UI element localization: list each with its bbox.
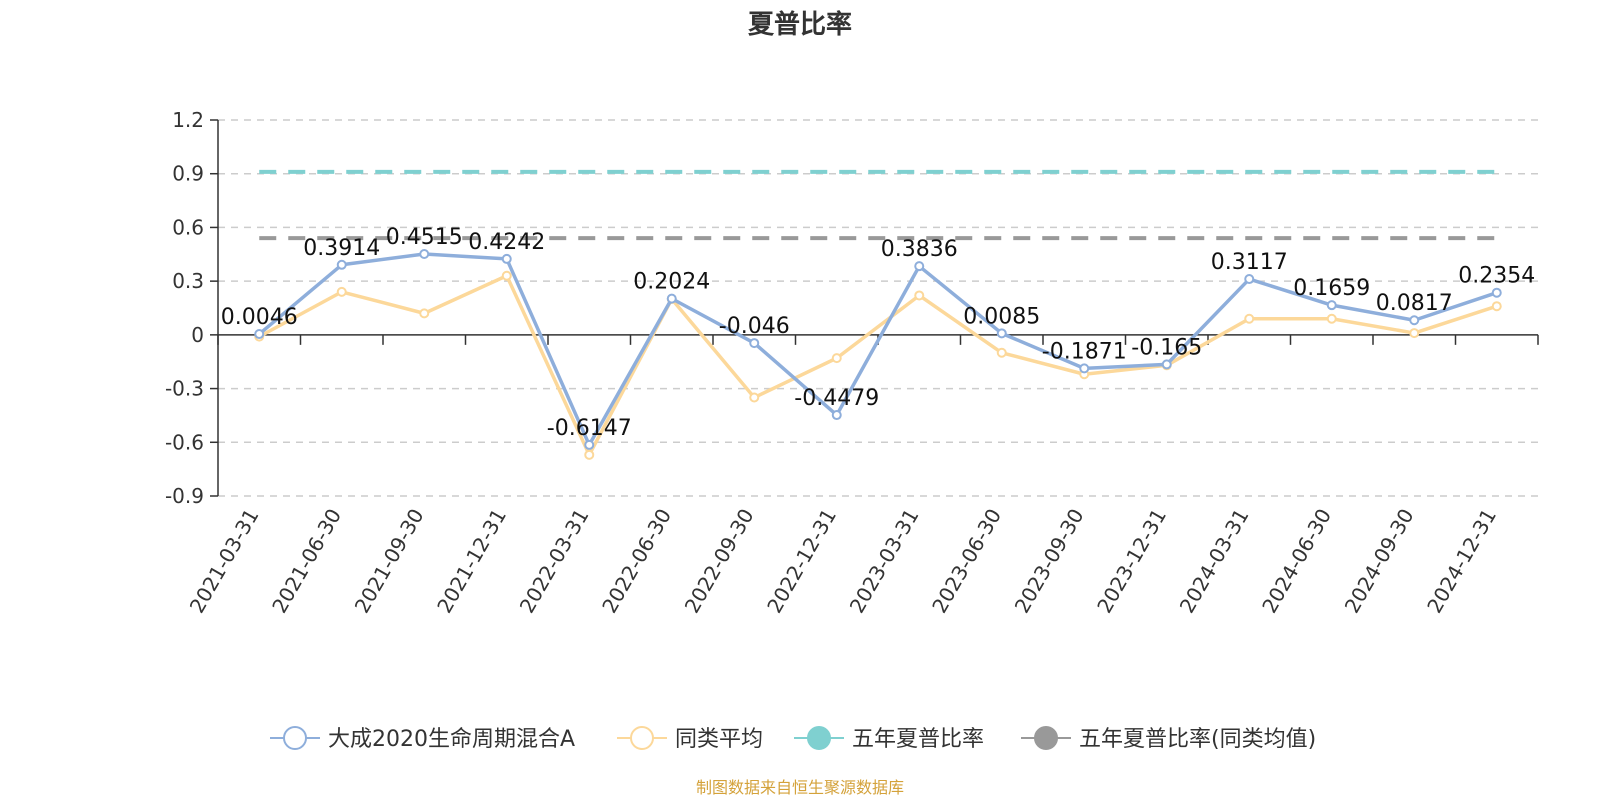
y-tick-label: 0.3	[172, 269, 204, 293]
data-point	[1244, 313, 1255, 324]
data-label: -0.6147	[547, 416, 632, 441]
data-point	[501, 270, 512, 281]
data-labels: 0.0046 0.3914 0.4515 0.4242 -0.6147 0.2024 -0.…	[221, 225, 1535, 441]
y-tick-label: 0.6	[172, 215, 204, 239]
data-label: -0.1871	[1042, 339, 1127, 364]
y-tick-label: -0.6	[165, 430, 204, 454]
legend-label: 大成2020生命周期混合A	[328, 727, 575, 752]
series-lines	[254, 249, 1502, 460]
legend-marker	[630, 726, 654, 750]
data-point	[1409, 328, 1420, 339]
data-point	[831, 410, 842, 421]
x-tick-label: 2023-06-30	[927, 505, 1006, 618]
legend-marker	[1034, 726, 1058, 750]
y-tick-label: 1.2	[172, 108, 204, 132]
data-point	[996, 328, 1007, 339]
data-label: 0.3914	[303, 236, 380, 261]
data-point	[914, 261, 925, 272]
x-tick-label: 2024-03-31	[1175, 505, 1254, 618]
data-label: 0.1659	[1293, 276, 1370, 301]
data-label: 0.4242	[468, 230, 545, 255]
data-point	[749, 392, 760, 403]
x-tick-label: 2021-06-30	[267, 505, 346, 618]
x-tick-label: 2021-12-31	[432, 505, 511, 618]
y-tick-label: 0.9	[172, 162, 204, 186]
x-tick-label: 2022-12-31	[762, 505, 841, 618]
data-label: -0.4479	[794, 386, 879, 411]
legend-marker	[807, 726, 831, 750]
data-point	[501, 253, 512, 264]
x-tick-label: 2024-09-30	[1340, 505, 1419, 618]
data-point	[1491, 287, 1502, 298]
data-point	[666, 293, 677, 304]
data-label: 0.0085	[963, 304, 1040, 329]
data-point	[749, 338, 760, 349]
data-label: 0.2024	[633, 270, 710, 295]
data-label: 0.0817	[1376, 291, 1453, 316]
data-point	[914, 290, 925, 301]
x-tick-label: 2023-12-31	[1092, 505, 1171, 618]
data-point	[1326, 313, 1337, 324]
data-point	[419, 308, 430, 319]
data-point	[996, 347, 1007, 358]
x-tick-label: 2022-09-30	[680, 505, 759, 618]
x-tick-label: 2023-09-30	[1010, 505, 1089, 618]
data-label: -0.165	[1131, 335, 1202, 360]
series-line	[258, 252, 1498, 447]
legend: 大成2020生命周期混合A 同类平均 五年夏普比率 五年夏普比率(同类均值)	[270, 726, 1316, 752]
data-point	[1326, 300, 1337, 311]
chart-title: 夏普比率	[748, 9, 852, 40]
data-point	[336, 286, 347, 297]
data-label: 0.2354	[1458, 264, 1535, 289]
x-tick-label: 2024-12-31	[1422, 505, 1501, 618]
reference-lines	[259, 169, 1497, 241]
data-point	[1244, 274, 1255, 285]
legend-label: 五年夏普比率(同类均值)	[1079, 727, 1316, 752]
data-point	[1079, 363, 1090, 374]
data-point	[419, 249, 430, 260]
legend-label: 五年夏普比率	[852, 727, 984, 752]
data-label: 0.3117	[1211, 250, 1288, 275]
data-label: 0.3836	[881, 237, 958, 262]
data-label: 0.4515	[386, 225, 463, 250]
data-point	[831, 353, 842, 364]
data-point	[584, 449, 595, 460]
x-tick-label: 2024-06-30	[1257, 505, 1336, 618]
data-point	[336, 259, 347, 270]
series-line	[258, 274, 1498, 457]
y-tick-label: -0.3	[165, 377, 204, 401]
legend-marker	[283, 726, 307, 750]
y-tick-label: -0.9	[165, 484, 204, 508]
data-label: 0.0046	[221, 305, 298, 330]
data-point	[1491, 301, 1502, 312]
x-tick-label: 2021-03-31	[185, 505, 264, 618]
x-tick-label: 2022-06-30	[597, 505, 676, 618]
legend-label: 同类平均	[675, 727, 763, 752]
x-tick-label: 2022-03-31	[515, 505, 594, 618]
data-point	[584, 439, 595, 450]
data-point	[1161, 359, 1172, 370]
data-label: -0.046	[719, 314, 790, 339]
x-tick-label: 2023-03-31	[845, 505, 924, 618]
data-point	[1409, 315, 1420, 326]
x-tick-label: 2021-09-30	[350, 505, 429, 618]
data-point	[254, 329, 265, 340]
y-tick-label: 0	[191, 323, 204, 347]
source-note: 制图数据来自恒生聚源数据库	[696, 778, 904, 797]
